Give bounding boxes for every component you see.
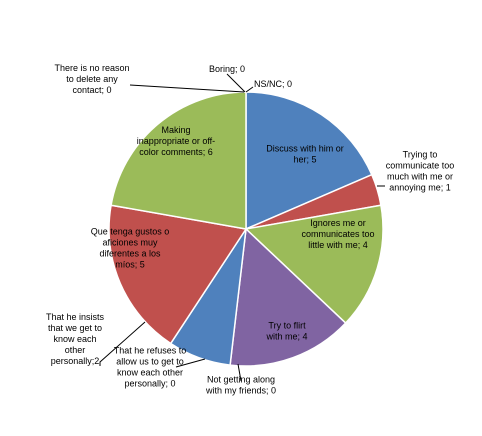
slice-label-line: to delete any: [66, 74, 118, 84]
slice-label-line: little with me; 4: [308, 240, 368, 250]
slice-label-line: that we get to: [48, 323, 102, 333]
slice-label: Que tenga gustos o aficiones muy diferente…: [91, 227, 170, 270]
pie-slice: [245, 91, 373, 231]
slice-label-line: know each other: [117, 368, 183, 378]
slice-label-line: inappropriate or off-: [137, 136, 215, 146]
leader-line: [129, 84, 245, 93]
slice-label-line: Ignores me or: [310, 218, 366, 228]
slice-label: That he insists that we get to know each ot…: [46, 312, 105, 366]
slice-label-line: color comments; 6: [139, 147, 213, 157]
slice-label-line: Trying to: [403, 150, 438, 160]
slice-label: Ignores me or communicates too little with…: [301, 218, 374, 250]
pie-slice: [110, 91, 247, 230]
slice-label-line: NS/NC; 0: [254, 79, 292, 89]
pie-slices: [108, 91, 384, 367]
slice-label-line: her; 5: [293, 155, 316, 165]
pie-slice: [244, 204, 384, 325]
slice-label-line: personally;2: [51, 356, 100, 366]
leader-line: [99, 321, 146, 366]
slice-label-line: communicate too: [386, 161, 455, 171]
slice-label-line: There is no reason: [54, 63, 129, 73]
slice-label-line: much with me or: [387, 172, 453, 182]
slice-label-line: Boring; 0: [209, 64, 245, 74]
slice-label: Trying to communicate too much with me or a…: [386, 150, 455, 193]
slice-label-line: That he refuses to: [114, 346, 187, 356]
slice-label: Try to flirt with me; 4: [265, 321, 307, 342]
slice-label-line: with my friends; 0: [205, 386, 276, 396]
slice-label-line: other: [65, 345, 86, 355]
slice-label-line: Try to flirt: [268, 321, 306, 331]
pie-slice: [108, 204, 248, 345]
slice-label-line: Discuss with him or: [266, 144, 344, 154]
slice-label-line: allow us to get to: [116, 357, 184, 367]
slice-label-line: communicates too: [301, 229, 374, 239]
slice-label-line: diferentes a los: [99, 249, 161, 259]
slice-label: Not getting along with my friends; 0: [205, 375, 276, 396]
slice-label-line: annoying me; 1: [389, 183, 451, 193]
slice-label-line: personally; 0: [124, 379, 175, 389]
slice-label-line: aficiones muy: [102, 238, 158, 248]
slice-label: That he refuses to allow us to get to know…: [114, 346, 187, 389]
leader-line: [226, 73, 246, 93]
slice-label-line: Making: [161, 125, 190, 135]
leader-lines: [99, 73, 385, 382]
leader-line: [245, 86, 254, 93]
slice-label: Discuss with him or her; 5: [266, 144, 344, 165]
slice-label-line: Not getting along: [207, 375, 275, 385]
slice-label-line: contact; 0: [72, 85, 111, 95]
leader-line: [175, 358, 206, 368]
slice-label-line: with me; 4: [265, 332, 307, 342]
leader-line: [237, 363, 242, 382]
slice-label: There is no reason to delete any contact; …: [54, 63, 129, 95]
slice-label: NS/NC; 0: [254, 79, 292, 89]
slice-label-line: know each: [53, 334, 96, 344]
slice-label: Making inappropriate or off-color comment…: [137, 125, 215, 157]
slice-label-line: míos; 5: [115, 260, 145, 270]
slice-label: Boring; 0: [209, 64, 245, 74]
data-labels: NS/NC; 0 Discuss with him or her; 5 Trying …: [46, 63, 454, 396]
slice-label-line: Que tenga gustos o: [91, 227, 170, 237]
slice-label-line: That he insists: [46, 312, 105, 322]
pie-slice: [229, 227, 347, 367]
